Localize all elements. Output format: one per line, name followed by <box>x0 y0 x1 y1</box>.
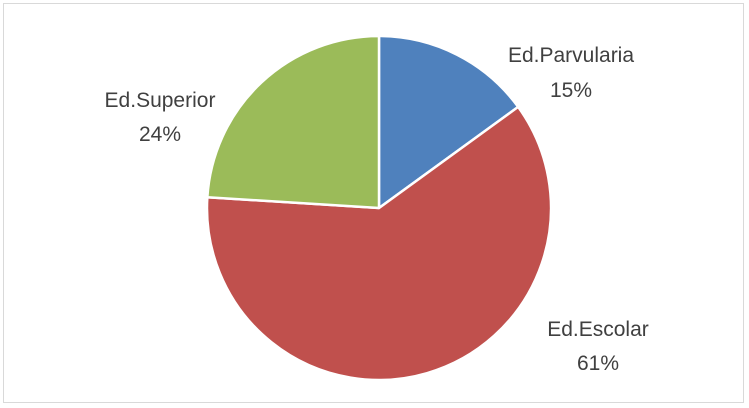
slice-label-ed-escolar: Ed.Escolar <box>547 318 649 341</box>
slice-value-ed-superior: 24% <box>139 123 181 146</box>
slice-value-ed-escolar: 61% <box>577 352 619 375</box>
pie-slice-ed-superior <box>206 34 381 210</box>
slice-label-ed-parvularia: Ed.Parvularia <box>508 44 634 67</box>
pie-slice-ed-parvularia <box>377 34 520 210</box>
pie-labels: Ed.Parvularia 15% Ed.Escolar 61% Ed.Supe… <box>105 44 649 375</box>
slice-value-ed-parvularia: 15% <box>550 79 592 102</box>
pie-slices <box>205 34 553 382</box>
pie-slice-ed-escolar <box>205 105 553 382</box>
slice-label-ed-superior: Ed.Superior <box>105 89 216 112</box>
